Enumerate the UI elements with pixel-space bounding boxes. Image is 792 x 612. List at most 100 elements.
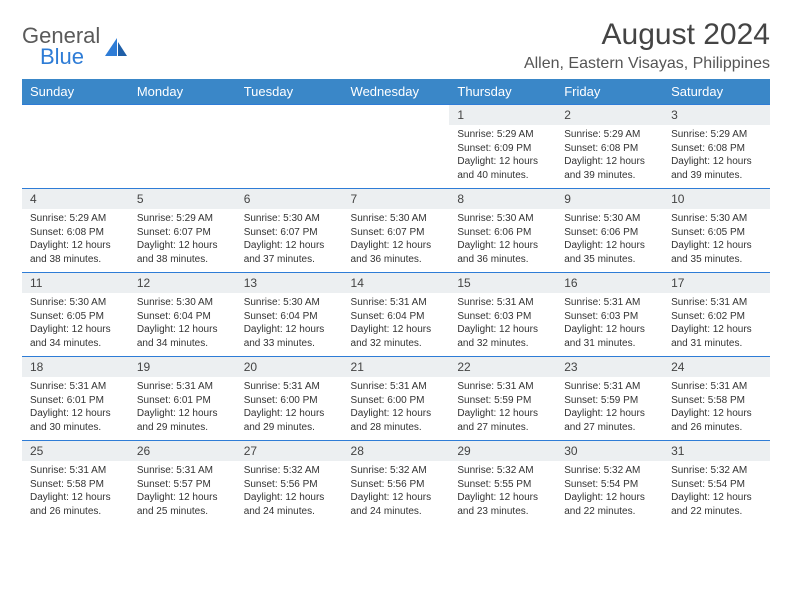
sunset-line: Sunset: 5:55 PM <box>457 478 548 492</box>
daylight-line: Daylight: 12 hours and 22 minutes. <box>564 491 655 518</box>
day-detail-cell: Sunrise: 5:31 AMSunset: 5:57 PMDaylight:… <box>129 461 236 524</box>
sunrise-line: Sunrise: 5:31 AM <box>244 380 335 394</box>
weekday-header-row: SundayMondayTuesdayWednesdayThursdayFrid… <box>22 79 770 105</box>
daylight-line: Daylight: 12 hours and 34 minutes. <box>137 323 228 350</box>
title-block: August 2024 Allen, Eastern Visayas, Phil… <box>524 18 770 73</box>
day-number-cell: 4 <box>22 189 129 210</box>
daylight-line: Daylight: 12 hours and 34 minutes. <box>30 323 121 350</box>
sunset-line: Sunset: 5:58 PM <box>30 478 121 492</box>
sunset-line: Sunset: 6:08 PM <box>671 142 762 156</box>
sunset-line: Sunset: 5:56 PM <box>351 478 442 492</box>
sunset-line: Sunset: 6:07 PM <box>137 226 228 240</box>
daylight-line: Daylight: 12 hours and 32 minutes. <box>351 323 442 350</box>
week-detail-row: Sunrise: 5:29 AMSunset: 6:09 PMDaylight:… <box>22 125 770 189</box>
sunrise-line: Sunrise: 5:29 AM <box>30 212 121 226</box>
daylight-line: Daylight: 12 hours and 36 minutes. <box>351 239 442 266</box>
sunrise-line: Sunrise: 5:31 AM <box>671 380 762 394</box>
day-number-cell: 29 <box>449 441 556 462</box>
day-detail-cell: Sunrise: 5:31 AMSunset: 5:58 PMDaylight:… <box>663 377 770 441</box>
day-number-cell: 1 <box>449 105 556 126</box>
week-daynum-row: 45678910 <box>22 189 770 210</box>
sunset-line: Sunset: 6:03 PM <box>564 310 655 324</box>
sunset-line: Sunset: 6:01 PM <box>137 394 228 408</box>
day-number-cell: 11 <box>22 273 129 294</box>
day-detail-cell: Sunrise: 5:30 AMSunset: 6:06 PMDaylight:… <box>556 209 663 273</box>
daylight-line: Daylight: 12 hours and 24 minutes. <box>351 491 442 518</box>
sunset-line: Sunset: 6:02 PM <box>671 310 762 324</box>
sunset-line: Sunset: 5:54 PM <box>564 478 655 492</box>
week-daynum-row: 123 <box>22 105 770 126</box>
sunset-line: Sunset: 5:57 PM <box>137 478 228 492</box>
sunset-line: Sunset: 6:00 PM <box>244 394 335 408</box>
header: General Blue August 2024 Allen, Eastern … <box>22 18 770 73</box>
sunrise-line: Sunrise: 5:29 AM <box>457 128 548 142</box>
day-number-cell: 3 <box>663 105 770 126</box>
day-number-cell: 21 <box>343 357 450 378</box>
sunrise-line: Sunrise: 5:30 AM <box>244 212 335 226</box>
day-detail-cell: Sunrise: 5:30 AMSunset: 6:04 PMDaylight:… <box>129 293 236 357</box>
sunrise-line: Sunrise: 5:31 AM <box>457 380 548 394</box>
day-detail-cell: Sunrise: 5:30 AMSunset: 6:05 PMDaylight:… <box>663 209 770 273</box>
sunset-line: Sunset: 6:04 PM <box>244 310 335 324</box>
day-number-cell: 24 <box>663 357 770 378</box>
day-detail-cell: Sunrise: 5:32 AMSunset: 5:54 PMDaylight:… <box>556 461 663 524</box>
sunset-line: Sunset: 6:05 PM <box>30 310 121 324</box>
daylight-line: Daylight: 12 hours and 27 minutes. <box>564 407 655 434</box>
daylight-line: Daylight: 12 hours and 28 minutes. <box>351 407 442 434</box>
day-number-cell: 17 <box>663 273 770 294</box>
week-detail-row: Sunrise: 5:30 AMSunset: 6:05 PMDaylight:… <box>22 293 770 357</box>
day-detail-cell: Sunrise: 5:31 AMSunset: 6:01 PMDaylight:… <box>22 377 129 441</box>
week-daynum-row: 11121314151617 <box>22 273 770 294</box>
day-detail-cell <box>129 125 236 189</box>
month-title: August 2024 <box>524 18 770 52</box>
daylight-line: Daylight: 12 hours and 31 minutes. <box>564 323 655 350</box>
day-number-cell: 7 <box>343 189 450 210</box>
sunrise-line: Sunrise: 5:30 AM <box>564 212 655 226</box>
daylight-line: Daylight: 12 hours and 29 minutes. <box>137 407 228 434</box>
day-number-cell: 12 <box>129 273 236 294</box>
day-detail-cell: Sunrise: 5:30 AMSunset: 6:07 PMDaylight:… <box>343 209 450 273</box>
sunrise-line: Sunrise: 5:30 AM <box>30 296 121 310</box>
day-detail-cell: Sunrise: 5:32 AMSunset: 5:56 PMDaylight:… <box>236 461 343 524</box>
day-detail-cell <box>22 125 129 189</box>
daylight-line: Daylight: 12 hours and 35 minutes. <box>564 239 655 266</box>
week-detail-row: Sunrise: 5:29 AMSunset: 6:08 PM Daylight:… <box>22 209 770 273</box>
day-number-cell: 27 <box>236 441 343 462</box>
sunset-line: Sunset: 6:07 PM <box>351 226 442 240</box>
sunrise-line: Sunrise: 5:32 AM <box>457 464 548 478</box>
day-number-cell: 10 <box>663 189 770 210</box>
day-number-cell: 25 <box>22 441 129 462</box>
day-number-cell: 26 <box>129 441 236 462</box>
logo: General Blue <box>22 18 129 68</box>
day-number-cell: 19 <box>129 357 236 378</box>
sunset-line: Sunset: 6:08 PM <box>30 226 121 240</box>
day-number-cell: 8 <box>449 189 556 210</box>
daylight-line: Daylight: 12 hours and 27 minutes. <box>457 407 548 434</box>
week-daynum-row: 25262728293031 <box>22 441 770 462</box>
day-number-cell: 28 <box>343 441 450 462</box>
daylight-line: Daylight: 12 hours and 33 minutes. <box>244 323 335 350</box>
sunrise-line: Sunrise: 5:31 AM <box>30 380 121 394</box>
sunrise-line: Sunrise: 5:30 AM <box>671 212 762 226</box>
day-detail-cell: Sunrise: 5:29 AMSunset: 6:07 PMDaylight:… <box>129 209 236 273</box>
daylight-line: Daylight: 12 hours and 39 minutes. <box>564 155 655 182</box>
logo-text-block: General Blue <box>22 26 100 68</box>
sunset-line: Sunset: 5:59 PM <box>564 394 655 408</box>
sunset-line: Sunset: 6:08 PM <box>564 142 655 156</box>
daylight-line: Daylight: 12 hours and 26 minutes. <box>671 407 762 434</box>
sunrise-line: Sunrise: 5:31 AM <box>671 296 762 310</box>
weekday-header: Wednesday <box>343 79 450 105</box>
day-number-cell <box>236 105 343 126</box>
day-detail-cell: Sunrise: 5:31 AMSunset: 6:02 PMDaylight:… <box>663 293 770 357</box>
day-number-cell: 14 <box>343 273 450 294</box>
daylight-line: Daylight: 12 hours and 24 minutes. <box>244 491 335 518</box>
calendar-page: General Blue August 2024 Allen, Eastern … <box>0 0 792 612</box>
sunrise-line: Sunrise: 5:32 AM <box>564 464 655 478</box>
location: Allen, Eastern Visayas, Philippines <box>524 55 770 73</box>
weekday-header: Tuesday <box>236 79 343 105</box>
sunset-line: Sunset: 5:59 PM <box>457 394 548 408</box>
daylight-line: Daylight: 12 hours and 36 minutes. <box>457 239 548 266</box>
week-detail-row: Sunrise: 5:31 AMSunset: 6:01 PMDaylight:… <box>22 377 770 441</box>
week-daynum-row: 18192021222324 <box>22 357 770 378</box>
sunrise-line: Sunrise: 5:31 AM <box>137 380 228 394</box>
